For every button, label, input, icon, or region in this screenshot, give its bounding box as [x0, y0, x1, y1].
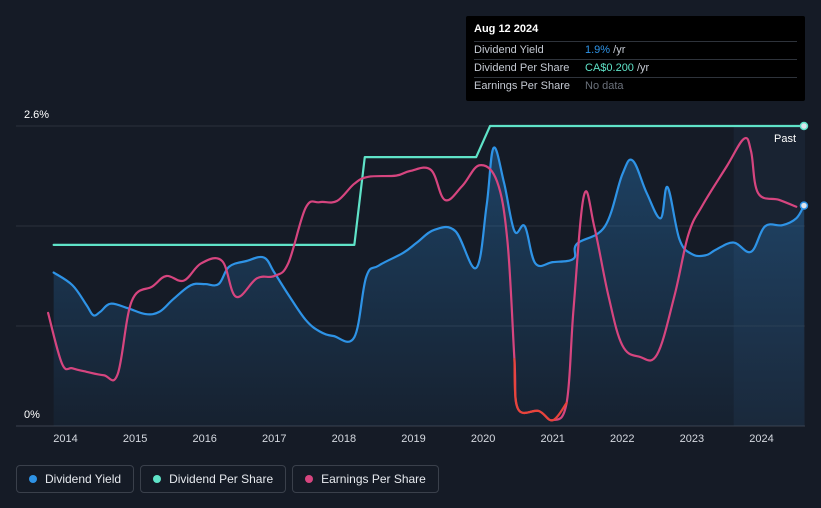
x-tick-label: 2015: [123, 433, 147, 445]
past-label: Past: [774, 133, 796, 145]
dividend-yield-line: [52, 146, 806, 343]
tooltip-label: Dividend Yield: [474, 44, 544, 56]
tooltip-value: No data: [585, 80, 624, 92]
legend-dividend-yield[interactable]: Dividend Yield: [16, 465, 135, 493]
tooltip-date: Aug 12 2024: [474, 22, 797, 42]
legend-dividend-per-share[interactable]: Dividend Per Share: [140, 465, 287, 493]
earnings-per-share-low-segment: [513, 357, 568, 422]
x-tick-label: 2018: [332, 433, 356, 445]
tooltip-unit: /yr: [610, 44, 626, 56]
tooltip-row-dividend-yield: Dividend Yield 1.9% /yr: [474, 42, 797, 60]
tooltip-value: CA$0.200: [585, 62, 634, 74]
legend-dot-icon: [153, 475, 162, 483]
dividend-per-share-line: [52, 124, 806, 246]
dividend-per-share-end-marker: [799, 121, 809, 131]
x-tick-label: 2024: [749, 433, 773, 445]
legend-earnings-per-share[interactable]: Earnings Per Share: [292, 465, 439, 493]
dividend-yield-end-marker: [799, 201, 809, 210]
tooltip-label: Earnings Per Share: [474, 80, 570, 92]
data-tooltip: Aug 12 2024 Dividend Yield 1.9% /yr Divi…: [466, 16, 805, 101]
x-tick-label: 2023: [680, 433, 704, 445]
legend-dot-icon: [29, 475, 37, 483]
earnings-per-share-line: [47, 136, 798, 422]
x-tick-label: 2017: [262, 433, 286, 445]
legend-label: Dividend Yield: [45, 472, 122, 486]
x-axis-ticks: 2014 2015 2016 2017 2018 2019 2020 2021 2022 2023…: [53, 433, 773, 445]
y-axis-ticks: 2.6% 0%: [24, 109, 49, 421]
legend-dot-icon: [305, 475, 314, 483]
x-tick-label: 2016: [192, 433, 216, 445]
legend-label: Earnings Per Share: [321, 472, 426, 486]
x-tick-label: 2022: [610, 433, 634, 445]
legend-label: Dividend Per Share: [169, 472, 274, 486]
tooltip-value: 1.9%: [585, 44, 611, 56]
x-tick-label: 2020: [471, 433, 495, 445]
series-lines: [47, 124, 806, 422]
tooltip-label: Dividend Per Share: [474, 62, 570, 74]
y-tick-label-bottom: 0%: [24, 409, 40, 421]
x-tick-label: 2019: [401, 433, 425, 445]
series-areas: [53, 147, 804, 426]
tooltip-row-dividend-per-share: Dividend Per Share CA$0.200 /yr: [474, 60, 797, 78]
y-tick-label-top: 2.6%: [24, 109, 49, 121]
chart-legend: Dividend Yield Dividend Per Share Earnin…: [16, 465, 439, 493]
end-markers: [799, 121, 809, 210]
x-tick-label: 2021: [540, 433, 564, 445]
dividend-yield-area: [53, 147, 804, 426]
x-tick-label: 2014: [53, 433, 77, 445]
tooltip-unit: /yr: [633, 62, 650, 74]
tooltip-row-earnings-per-share: Earnings Per Share No data: [474, 78, 797, 95]
